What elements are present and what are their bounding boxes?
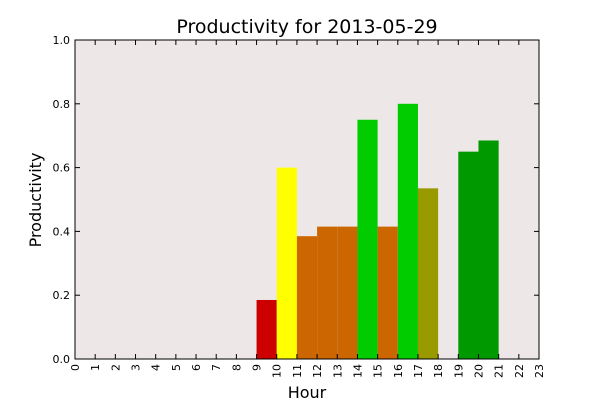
bar-hour-20 bbox=[478, 140, 499, 359]
x-tick-label: 6 bbox=[190, 364, 203, 371]
x-tick-label: 17 bbox=[412, 364, 425, 378]
bar-group bbox=[256, 103, 499, 359]
x-tick-label: 8 bbox=[230, 364, 243, 371]
x-tick-label: 22 bbox=[513, 364, 526, 378]
x-tick-label: 15 bbox=[372, 364, 385, 378]
x-tick-label: 12 bbox=[311, 364, 324, 378]
x-tick-label: 23 bbox=[533, 364, 546, 378]
x-tick-label: 4 bbox=[150, 364, 163, 371]
y-tick-label: 0.6 bbox=[53, 162, 71, 175]
x-tick-label: 21 bbox=[493, 364, 506, 378]
bar-hour-12 bbox=[317, 226, 338, 359]
x-tick-label: 13 bbox=[331, 364, 344, 378]
x-tick-label: 16 bbox=[392, 364, 405, 378]
y-tick-label: 0.8 bbox=[53, 98, 71, 111]
bar-hour-10 bbox=[276, 167, 297, 359]
y-tick-label: 1.0 bbox=[53, 34, 71, 47]
y-tick-label: 0.4 bbox=[53, 225, 71, 238]
x-tick-label: 1 bbox=[89, 364, 102, 371]
bar-hour-14 bbox=[357, 119, 378, 359]
x-tick-label: 20 bbox=[472, 364, 485, 378]
bar-hour-16 bbox=[397, 103, 418, 359]
y-tick-label: 0.0 bbox=[53, 353, 71, 366]
plot-frame bbox=[74, 39, 540, 360]
y-axis-label: Productivity bbox=[26, 153, 45, 248]
x-tick-label: 18 bbox=[432, 364, 445, 378]
x-tick-label: 9 bbox=[251, 364, 264, 371]
bar-hour-19 bbox=[458, 151, 479, 359]
bar-hour-11 bbox=[296, 236, 318, 359]
x-tick-label: 7 bbox=[210, 364, 223, 371]
x-tick-label: 2 bbox=[109, 364, 122, 371]
x-tick-label: 11 bbox=[291, 364, 304, 378]
chart-title: Productivity for 2013-05-29 bbox=[176, 16, 437, 38]
y-tick-label: 0.2 bbox=[53, 289, 71, 302]
x-tick-label: 0 bbox=[69, 364, 82, 371]
x-tick-label: 5 bbox=[170, 364, 183, 371]
x-tick-label: 19 bbox=[452, 364, 465, 378]
x-axis-ticks: 0 1 2 3 4 5 6 7 8 9 10 11 12 13 14 15 16 17 18 19 20 21 22 23 bbox=[69, 40, 546, 378]
x-axis-label: Hour bbox=[288, 383, 327, 400]
bar-hour-17 bbox=[417, 188, 439, 359]
x-tick-label: 14 bbox=[351, 364, 364, 378]
bar-hour-15 bbox=[377, 226, 398, 359]
x-tick-label: 10 bbox=[271, 364, 284, 378]
bar-hour-9 bbox=[256, 299, 277, 359]
x-tick-label: 3 bbox=[130, 364, 143, 371]
bar-hour-13 bbox=[337, 226, 358, 359]
